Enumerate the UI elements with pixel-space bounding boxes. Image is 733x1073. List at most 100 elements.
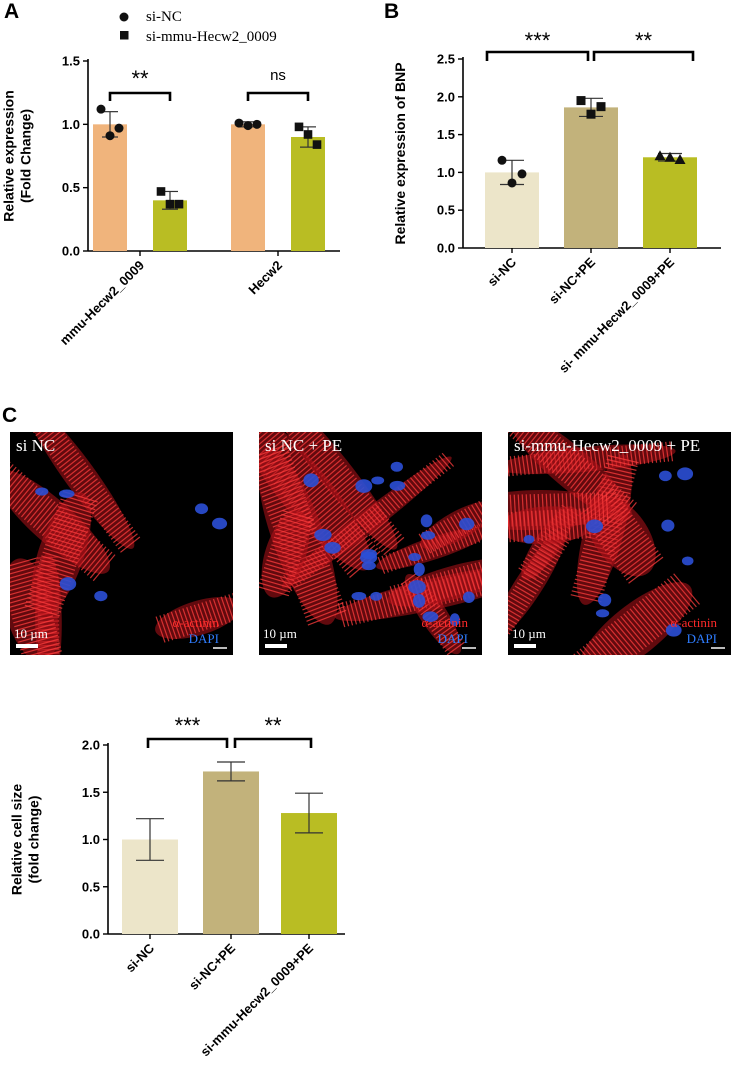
sarcomere [641,598,669,630]
sarcomere [554,449,577,476]
sarcomere [60,498,96,511]
sarcomere [193,604,204,631]
sarcomere [602,520,638,549]
sarcomere [288,432,310,437]
sarcomere [508,612,518,625]
micrograph-si-nc-pe: si NC + PE α-actinin DAPI 10 µm [259,432,482,655]
x-tick-label: Hecw2 [245,258,285,298]
nucleus [361,561,376,571]
sarcomere [508,609,520,622]
nucleus [413,562,425,577]
sarcomere [331,471,352,490]
sarcomere [525,454,530,475]
sarcomere [174,610,185,637]
sarcomere [55,513,91,526]
sarcomere [353,599,361,624]
sarcomere [582,645,610,655]
data-point [252,119,262,129]
sarcomere [266,559,298,570]
sarcomere [26,495,50,523]
sarcomere [607,625,635,655]
nucleus [324,541,341,554]
sarcomere [532,558,552,571]
sarcomere [303,598,343,615]
nucleus [194,503,209,515]
sarcomere [403,482,416,497]
sarcomere [657,442,662,463]
sarcomere [508,605,522,618]
sarcomere [308,443,330,462]
sarcomere [101,510,122,527]
sarcomere [437,628,456,643]
sarcomere [539,436,562,463]
sarcomere [580,555,612,564]
sarcomere [212,598,223,626]
sarcomere [419,469,432,484]
y-tick-label: 2.5 [437,52,455,67]
sarcomere [542,541,563,555]
nucleus [371,476,385,485]
sarcomere [607,527,643,555]
sarcomere [29,589,65,602]
sarcomere [535,510,539,541]
data-point [664,151,676,162]
sarcomere [163,614,174,641]
sarcomere [513,455,518,476]
sarcomere [301,433,323,452]
cell [508,432,637,529]
y-tick-label: 0.5 [82,879,100,894]
sarcomere [557,452,580,479]
sarcomere [70,468,91,485]
sarcomere [272,540,304,551]
nucleus [449,613,460,626]
y-tick-label: 0.5 [437,203,455,218]
sarcomere [605,462,637,471]
y-tick-label: 2.0 [437,89,455,104]
sarcomere [333,474,355,493]
significance-label: *** [525,28,551,53]
sarcomere [259,466,296,483]
sarcomere [588,640,616,655]
sarcomere [260,477,300,494]
sarcomere [378,501,391,516]
sarcomere [23,493,47,521]
sarcomere [37,432,58,440]
sarcomere [46,540,82,552]
y-tick-label: 1.5 [437,127,455,142]
sarcomere [435,457,448,472]
stain-label-actinin: α-actinin [172,615,219,630]
nucleus [420,531,436,540]
sarcomere [578,563,610,572]
sarcomere [57,506,93,518]
stain-label-actinin: α-actinin [670,615,717,630]
sarcomere [436,523,449,544]
sarcomere [375,504,388,519]
sarcomere [579,648,607,655]
micrograph-title: si-mmu-Hecw2_0009 + PE [514,436,701,455]
sarcomere [431,618,450,632]
sarcomere [637,444,642,465]
sarcomere [368,518,390,537]
sarcomere [620,615,647,648]
sarcomere [353,499,375,518]
sarcomere [51,525,87,537]
sarcomere [551,447,574,474]
sarcomere [259,582,291,593]
sarcomere [416,472,429,487]
sarcomere [389,553,397,571]
nucleus [389,480,406,491]
cell [387,557,482,612]
data-point [596,102,606,112]
sarcomere [604,628,632,655]
sarcomere [529,562,550,575]
sarcomere [35,432,56,437]
sarcomere [268,551,301,563]
sarcomere [446,518,460,539]
sarcomere [450,516,463,537]
sarcomere [83,546,107,574]
sarcomere [606,458,638,468]
sarcomere [439,572,449,598]
sarcomere [390,491,404,506]
panel-label-c: C [2,404,18,427]
sarcomere [508,598,526,612]
